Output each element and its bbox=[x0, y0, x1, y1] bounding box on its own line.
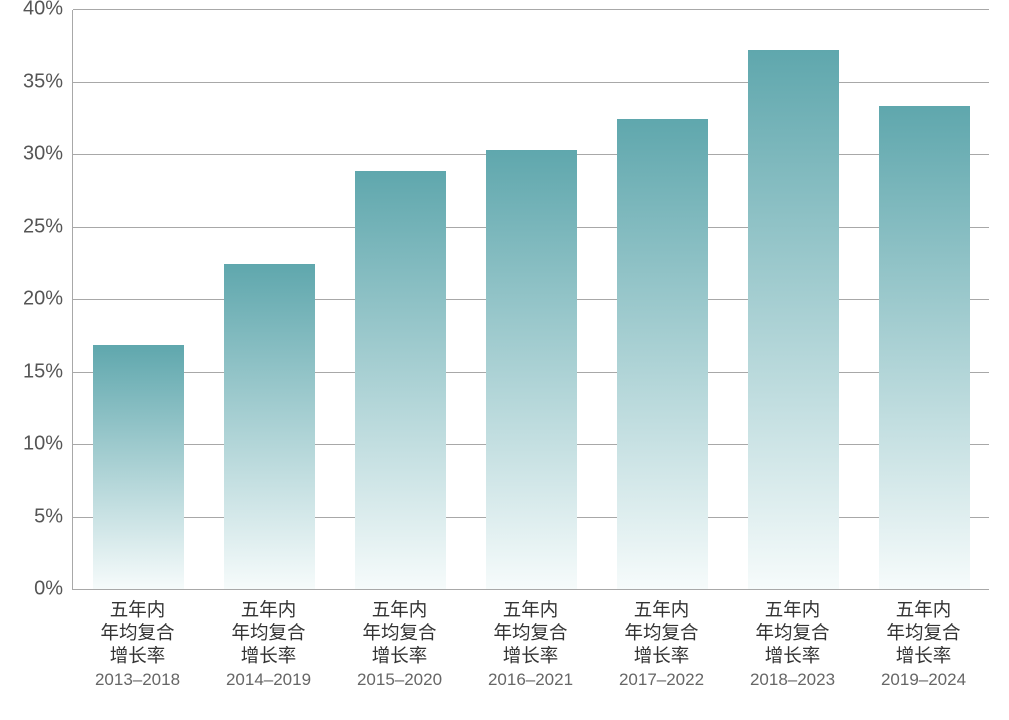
y-tick-label: 15% bbox=[23, 360, 63, 383]
x-label-line: 年均复合 bbox=[465, 621, 596, 644]
x-label-line: 五年内 bbox=[727, 598, 858, 621]
x-axis-label: 五年内年均复合增长率2018–2023 bbox=[727, 598, 858, 691]
x-axis-label: 五年内年均复合增长率2013–2018 bbox=[72, 598, 203, 691]
bar bbox=[617, 119, 709, 589]
bar bbox=[486, 150, 578, 589]
x-label-line: 增长率 bbox=[465, 644, 596, 667]
x-axis-label: 五年内年均复合增长率2014–2019 bbox=[203, 598, 334, 691]
x-axis-label: 五年内年均复合增长率2015–2020 bbox=[334, 598, 465, 691]
x-axis-label: 五年内年均复合增长率2017–2022 bbox=[596, 598, 727, 691]
x-label-range: 2018–2023 bbox=[727, 669, 858, 690]
bar bbox=[748, 50, 840, 589]
x-label-line: 年均复合 bbox=[596, 621, 727, 644]
x-axis-label: 五年内年均复合增长率2019–2024 bbox=[858, 598, 989, 691]
x-label-range: 2015–2020 bbox=[334, 669, 465, 690]
x-label-line: 五年内 bbox=[334, 598, 465, 621]
y-tick-label: 35% bbox=[23, 70, 63, 93]
bar bbox=[879, 106, 971, 589]
y-tick-label: 10% bbox=[23, 433, 63, 456]
plot-area: 0%5%10%15%20%25%30%35%40% bbox=[72, 10, 989, 590]
x-label-range: 2013–2018 bbox=[72, 669, 203, 690]
x-label-range: 2017–2022 bbox=[596, 669, 727, 690]
x-label-range: 2014–2019 bbox=[203, 669, 334, 690]
x-label-line: 年均复合 bbox=[727, 621, 858, 644]
x-axis-labels: 五年内年均复合增长率2013–2018五年内年均复合增长率2014–2019五年… bbox=[72, 598, 989, 710]
x-label-line: 五年内 bbox=[596, 598, 727, 621]
bar bbox=[224, 264, 316, 589]
x-label-line: 增长率 bbox=[596, 644, 727, 667]
x-label-line: 增长率 bbox=[334, 644, 465, 667]
bar bbox=[93, 345, 185, 589]
x-label-range: 2019–2024 bbox=[858, 669, 989, 690]
x-label-line: 增长率 bbox=[72, 644, 203, 667]
y-tick-label: 25% bbox=[23, 215, 63, 238]
y-tick-label: 5% bbox=[34, 505, 63, 528]
bar bbox=[355, 171, 447, 589]
x-label-line: 增长率 bbox=[727, 644, 858, 667]
x-label-line: 增长率 bbox=[858, 644, 989, 667]
x-label-line: 五年内 bbox=[72, 598, 203, 621]
x-axis-label: 五年内年均复合增长率2016–2021 bbox=[465, 598, 596, 691]
x-label-line: 年均复合 bbox=[203, 621, 334, 644]
x-label-line: 年均复合 bbox=[334, 621, 465, 644]
y-tick-label: 30% bbox=[23, 143, 63, 166]
x-label-line: 五年内 bbox=[203, 598, 334, 621]
x-label-line: 年均复合 bbox=[72, 621, 203, 644]
x-label-range: 2016–2021 bbox=[465, 669, 596, 690]
cagr-bar-chart: 0%5%10%15%20%25%30%35%40% 五年内年均复合增长率2013… bbox=[0, 0, 1009, 720]
y-tick-label: 20% bbox=[23, 288, 63, 311]
y-tick-label: 0% bbox=[34, 578, 63, 601]
x-label-line: 增长率 bbox=[203, 644, 334, 667]
bars-layer bbox=[73, 10, 989, 589]
x-label-line: 五年内 bbox=[465, 598, 596, 621]
x-label-line: 年均复合 bbox=[858, 621, 989, 644]
x-label-line: 五年内 bbox=[858, 598, 989, 621]
y-tick-label: 40% bbox=[23, 0, 63, 21]
